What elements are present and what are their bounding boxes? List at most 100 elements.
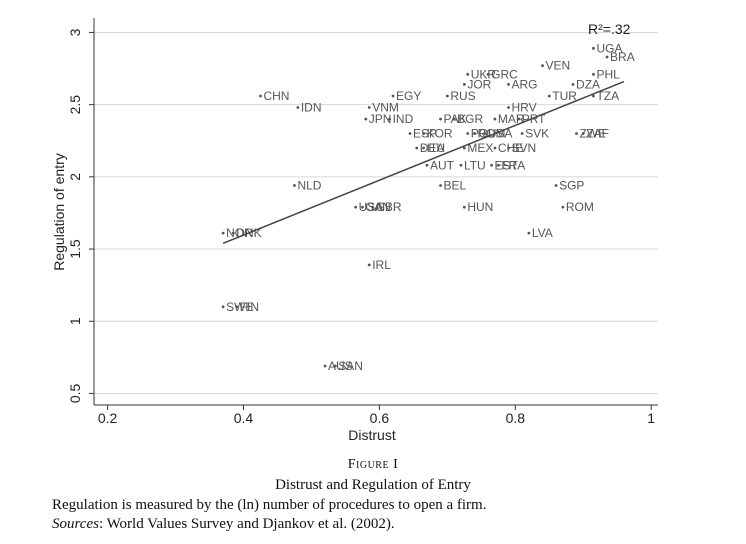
data-point xyxy=(592,72,595,76)
point-label: ZWE xyxy=(579,127,606,141)
data-point xyxy=(507,146,510,150)
data-point xyxy=(323,364,327,368)
point-label: BEL xyxy=(444,179,467,193)
point-label: NOR xyxy=(226,226,253,240)
point-label: HUN xyxy=(467,200,493,214)
point-label: UKR xyxy=(471,67,497,81)
data-point xyxy=(547,94,551,98)
point-label: VNM xyxy=(372,101,399,115)
data-point xyxy=(592,94,595,98)
data-point xyxy=(452,117,456,121)
x-tick-label: 0.2 xyxy=(98,410,118,426)
data-point xyxy=(425,163,429,167)
grid-layer xyxy=(94,31,658,394)
point-label: DZA xyxy=(576,77,600,91)
data-point xyxy=(592,46,595,50)
point-label: JOR xyxy=(467,77,491,91)
data-point xyxy=(462,83,466,86)
sources-text: : World Values Survey and Djankov et al.… xyxy=(98,516,395,532)
point-label: USA xyxy=(488,127,513,141)
point-label: JPN xyxy=(369,112,392,126)
figure-title: Distrust and Regulation of Entry xyxy=(275,477,471,493)
x-tick-label: 0.4 xyxy=(234,410,254,426)
data-point xyxy=(507,83,510,86)
point-label: HRV xyxy=(512,101,537,115)
x-tick-label: 0.8 xyxy=(506,410,526,426)
point-label: EST xyxy=(495,158,519,172)
data-point xyxy=(517,117,521,121)
point-label: MEX xyxy=(467,141,493,155)
data-point xyxy=(496,163,500,167)
point-label: SWE xyxy=(226,300,253,314)
y-tick-label: 1.5 xyxy=(67,239,83,259)
data-point xyxy=(354,205,358,209)
point-label: TUR xyxy=(552,89,577,103)
point-label: SGP xyxy=(559,179,584,193)
point-label: CHN xyxy=(263,89,289,103)
data-point xyxy=(466,132,470,135)
point-label: PHL xyxy=(596,67,620,81)
sources-label: Sources xyxy=(52,516,99,532)
data-point xyxy=(415,146,419,150)
data-point xyxy=(581,132,585,135)
point-label: ROM xyxy=(566,200,594,214)
data-point xyxy=(361,205,364,209)
y-tick-label: 1 xyxy=(67,317,83,325)
figure-note: Regulation is measured by the (ln) numbe… xyxy=(52,496,652,534)
data-point xyxy=(527,231,531,235)
data-point xyxy=(333,364,337,368)
data-point xyxy=(422,132,425,135)
data-point xyxy=(486,72,490,76)
data-point xyxy=(571,83,575,86)
x-tick-label: 1 xyxy=(647,410,655,426)
x-axis-label: Distrust xyxy=(348,427,396,443)
data-point xyxy=(221,305,225,309)
data-point xyxy=(293,184,296,187)
point-label: DEU xyxy=(420,141,445,155)
data-point xyxy=(367,263,371,267)
point-label: GBR xyxy=(376,200,402,214)
data-point xyxy=(520,132,524,135)
point-label: KOR xyxy=(427,127,453,141)
point-label: UGA xyxy=(596,41,622,55)
data-point xyxy=(367,106,371,109)
point-label: CHE xyxy=(498,141,523,155)
point-label: SVN xyxy=(512,141,537,155)
point-label: BGR xyxy=(457,112,483,126)
point-label: IDN xyxy=(301,101,322,115)
data-point xyxy=(439,117,442,121)
point-label: EGY xyxy=(396,89,421,103)
point-label: ZAF xyxy=(586,127,609,141)
tick-layer: 0.5 1 1.5 2 2.5 3 0.2 0.4 0.6 0.8 1 xyxy=(67,28,655,426)
data-point xyxy=(391,94,395,98)
data-point xyxy=(493,117,497,121)
data-point xyxy=(575,132,578,135)
y-tick-label: 3 xyxy=(67,28,83,36)
data-point xyxy=(439,184,442,187)
data-point xyxy=(408,132,412,135)
data-point xyxy=(554,184,558,187)
data-point xyxy=(388,117,391,121)
point-label: POL xyxy=(471,127,495,141)
point-label: USA xyxy=(359,200,384,214)
figure-label: Figure I xyxy=(347,457,399,472)
r-squared-annotation: R²=.32 xyxy=(588,21,631,37)
data-point xyxy=(422,146,425,150)
point-label: SVK xyxy=(525,127,549,141)
point-label: BRA xyxy=(610,50,635,64)
data-point xyxy=(462,205,466,209)
data-point xyxy=(483,132,487,135)
point-label: IRL xyxy=(372,258,391,272)
point-label: MAR xyxy=(498,112,525,126)
data-point xyxy=(371,205,375,209)
point-label: CAN xyxy=(365,200,390,214)
data-point xyxy=(490,163,493,167)
data-point xyxy=(493,146,497,150)
point-label: TZA xyxy=(596,89,619,103)
y-axis-label: Regulation of entry xyxy=(51,153,67,271)
data-point xyxy=(462,146,466,150)
y-tick-label: 0.5 xyxy=(67,384,83,404)
point-label: RUS xyxy=(450,89,475,103)
